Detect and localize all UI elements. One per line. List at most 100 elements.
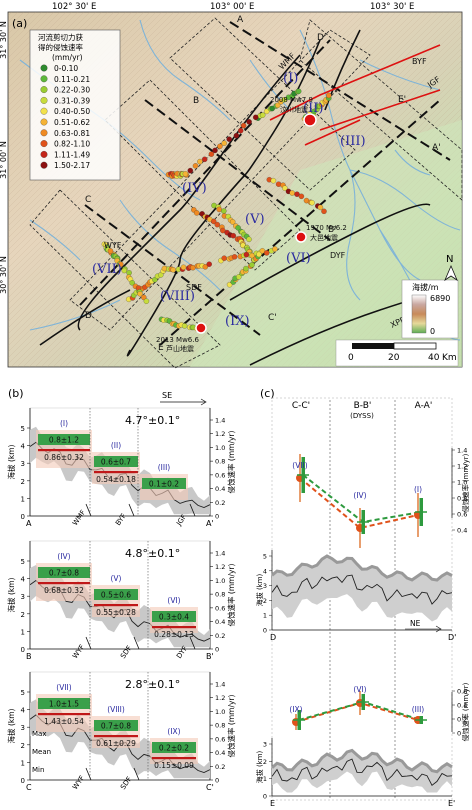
rate-point [202, 264, 209, 270]
ne-arrow-icon [435, 625, 442, 633]
y-tick-left: 5 [21, 689, 25, 697]
zone-label: (II) [111, 441, 121, 450]
y-tick-left: 1 [21, 628, 25, 636]
zone-label: (III) [158, 463, 171, 472]
green-rate-value: 0.1±0.2 [149, 480, 179, 489]
y-tick-left: 4 [21, 576, 26, 584]
rate-point [214, 221, 221, 228]
erosion-rate-points [101, 88, 332, 332]
rate-point [256, 251, 262, 258]
profile-end: B' [206, 652, 214, 661]
profile-end-label: E [158, 343, 164, 353]
legend-label: 0.82-1.10 [54, 140, 90, 149]
y-tick-right: 0.2 [215, 763, 225, 771]
profile-start: C [26, 783, 32, 792]
rate-point [187, 167, 194, 174]
zone-label: (II) [303, 101, 323, 116]
zone-label: (IX) [289, 705, 302, 714]
rate-point [309, 199, 315, 206]
fault-label: WYF [71, 774, 86, 791]
y-tick-left: 2 [21, 742, 25, 750]
rate-point [263, 108, 270, 115]
zone-labels: (I) (II) (III) (IV) (V) (VI) (VII) (VIII… [92, 71, 366, 329]
rate-point [118, 261, 124, 268]
elevation-min: 0 [430, 327, 435, 336]
mean-elevation-line [271, 758, 453, 786]
zone-label: (IV) [353, 491, 366, 500]
profile-end-label: A' [432, 143, 441, 153]
quake-icon [195, 322, 207, 334]
fault-marker [128, 503, 135, 517]
zone-label: (VIII) [160, 289, 195, 304]
red-trend-line [299, 477, 419, 530]
quake-label: 2013 Mw6.6 [156, 336, 199, 344]
rate-point [182, 171, 189, 177]
fault-marker [189, 636, 196, 650]
legend-swatch [40, 161, 48, 169]
rate-point [281, 97, 287, 103]
slope-angle: 4.7°±0.1° [125, 414, 180, 427]
red-rate-bar [94, 471, 138, 474]
elev-tick: 2 [263, 597, 267, 605]
y-tick-left: 3 [21, 724, 25, 732]
rate-point [212, 147, 218, 154]
scale-label: Km [442, 353, 457, 363]
elev-tick: 3 [263, 582, 267, 590]
column-label: A-A' [415, 401, 433, 411]
rate-point [221, 140, 227, 146]
elev-tick: 0 [263, 793, 267, 801]
legend-label: 0.31-0.39 [54, 96, 90, 105]
rate-point [233, 132, 240, 139]
rate-point [181, 323, 188, 329]
rate-point [298, 193, 305, 200]
y-tick-right: 0.4 [215, 749, 225, 757]
green-rate-value: 0.5±0.6 [101, 591, 131, 600]
y-label-right: 侵蚀速率 (mm/yr) [226, 430, 236, 493]
profile-end: D' [448, 633, 456, 642]
profile-end: A' [206, 519, 214, 528]
y-tick-left: 0 [21, 646, 25, 654]
rate-point [193, 210, 200, 216]
fault-label: DYF [330, 251, 346, 260]
red-rate-value: 0.54±0.18 [96, 475, 136, 484]
rate-tick: 1.0 [457, 479, 467, 487]
rate-point [317, 204, 324, 211]
red-rate-value: 0.61±0.29 [96, 739, 136, 748]
rate-axis-label: 侵蚀速率 (mm/yr) [461, 682, 470, 741]
elevation-colorbar [411, 294, 427, 334]
rate-tick: 0.8 [457, 495, 467, 503]
quake-label: 汶川地震 [280, 105, 308, 114]
quake-label: 1970 Ms6.2 [306, 224, 347, 232]
fault-label: WYF [104, 241, 122, 250]
green-rate-bar [142, 478, 186, 489]
rate-point [129, 280, 135, 286]
y-label-right: 侵蚀速率 (mm/yr) [226, 694, 236, 757]
rate-tick: 0 [457, 730, 461, 738]
y-tick-right: 1.4 [215, 550, 225, 558]
y-tick-right: 0 [215, 777, 219, 785]
rate-point [289, 190, 295, 196]
panel-b: (b) SE 0 1 2 3 4 5 0 0.2 0.4 0.6 0.8 1.0 1.2 1.4 海拔 (k… [6, 387, 236, 792]
y-tick-left: 3 [21, 593, 25, 601]
green-rate-value: 0.7±0.8 [49, 569, 79, 578]
rate-point [240, 122, 247, 129]
legend-swatch [40, 86, 48, 94]
north-arrow: N [444, 254, 458, 282]
elev-axis-label: 海拔 (km) [255, 750, 264, 783]
y-tick-left: 0 [21, 513, 25, 521]
green-rate-value: 0.8±1.2 [49, 436, 79, 445]
legend-swatch [40, 129, 48, 137]
y-tick-left: 1 [21, 759, 25, 767]
zone-label: (IX) [225, 314, 250, 329]
green-rate-bar [94, 720, 138, 731]
profile-start: D [270, 633, 276, 642]
y-tick-right: 0.8 [215, 458, 225, 466]
rate-point [263, 250, 270, 256]
legend-label: 1.50-2.17 [54, 161, 90, 170]
scale-label: 0 [348, 353, 354, 363]
profile-start: E [270, 799, 275, 808]
y-tick-right: 0.2 [215, 499, 225, 507]
elevation-plot: 0 1 2 3海拔 (km) E E' [255, 738, 455, 808]
rate-point [221, 255, 227, 261]
